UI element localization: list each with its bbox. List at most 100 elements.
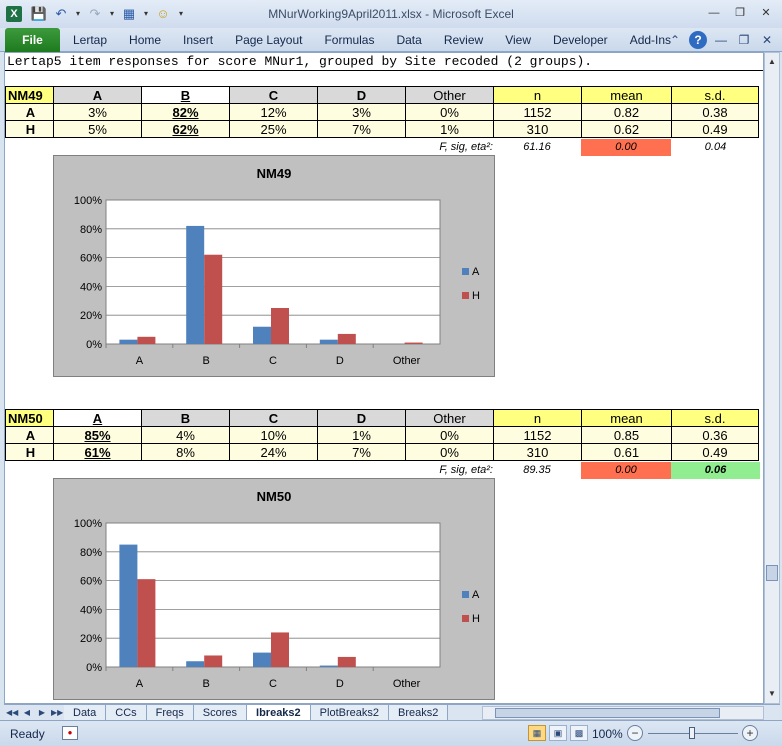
tab-add-ins[interactable]: Add-Ins [629,33,672,47]
workbook-restore-icon[interactable]: ❐ [738,33,750,47]
mean-header[interactable]: mean [581,409,672,427]
option-header-keyed[interactable]: B [141,86,230,104]
sig-value[interactable]: 0.00 [581,139,671,156]
table-cell[interactable]: 0% [405,103,494,121]
table-cell[interactable]: 5% [53,120,142,138]
table-cell[interactable]: 0.62 [581,120,672,138]
table-cell[interactable]: 0.36 [671,426,759,444]
sheet-tab-plotbreaks2[interactable]: PlotBreaks2 [310,705,389,721]
sheet-tab-freqs[interactable]: Freqs [146,705,194,721]
zoom-slider-thumb[interactable] [689,727,695,739]
table-cell[interactable]: 3% [53,103,142,121]
option-header[interactable]: B [141,409,230,427]
sd-header[interactable]: s.d. [671,409,759,427]
hscroll-thumb[interactable] [495,708,720,718]
smiley-icon[interactable]: ☺ [156,6,170,21]
group-label[interactable]: H [5,443,54,461]
workbook-close-icon[interactable]: ✕ [761,33,773,47]
table-cell[interactable]: 8% [141,443,230,461]
dropdown-arrow-icon[interactable]: ▾ [143,9,148,18]
option-header[interactable]: C [229,86,318,104]
page-layout-view-icon[interactable]: ▣ [549,725,567,741]
tab-lertap[interactable]: Lertap [73,33,108,47]
group-label[interactable]: A [5,426,54,444]
file-tab[interactable]: File [5,28,60,52]
option-header[interactable]: Other [405,86,494,104]
f-value[interactable]: 89.35 [523,464,551,476]
table-cell[interactable]: 0.38 [671,103,759,121]
table-cell[interactable]: 0.49 [671,120,759,138]
table-cell[interactable]: 62% [141,120,230,138]
prev-sheet-icon[interactable]: ◀ [23,708,31,717]
table-cell[interactable]: 3% [317,103,406,121]
f-value[interactable]: 61.16 [523,141,551,153]
table-cell[interactable]: 310 [493,120,582,138]
table-cell[interactable]: 10% [229,426,318,444]
item-label[interactable]: NM50 [5,409,54,427]
table-cell[interactable]: 24% [229,443,318,461]
scroll-up-icon[interactable]: ▲ [768,57,776,66]
eta-value[interactable]: 0.06 [671,462,760,479]
scroll-thumb[interactable] [766,565,778,581]
table-cell[interactable]: 25% [229,120,318,138]
tab-view[interactable]: View [505,33,531,47]
table-cell[interactable]: 310 [493,443,582,461]
option-header[interactable]: C [229,409,318,427]
sheet-tab-breaks2[interactable]: Breaks2 [388,705,449,721]
page-break-view-icon[interactable]: ▩ [570,725,588,741]
table-cell[interactable]: 0% [405,443,494,461]
group-label[interactable]: H [5,120,54,138]
undo-icon[interactable]: ↶ [55,6,67,21]
tab-insert[interactable]: Insert [183,33,214,47]
group-label[interactable]: A [5,103,54,121]
table-cell[interactable]: 1152 [493,103,582,121]
option-header[interactable]: D [317,409,406,427]
table-cell[interactable]: 85% [53,426,142,444]
zoom-in-icon[interactable]: + [742,725,758,741]
minimize-ribbon-icon[interactable]: ⌃ [669,33,681,47]
chart-nm49[interactable]: NM49 0% 20% 40% 60% 80% 100% A B C D Other A H [53,155,495,377]
redo-icon[interactable]: ↷ [89,6,101,21]
zoom-out-icon[interactable]: − [627,725,643,741]
dropdown-arrow-icon[interactable]: ▾ [75,9,80,18]
table-cell[interactable]: 1% [405,120,494,138]
option-header[interactable]: Other [405,409,494,427]
table-cell[interactable]: 0% [405,426,494,444]
macro-record-icon[interactable]: ● [62,726,78,740]
option-header[interactable]: A [53,86,142,104]
table-cell[interactable]: 0.85 [581,426,672,444]
dropdown-arrow-icon[interactable]: ▾ [109,9,114,18]
table-cell[interactable]: 12% [229,103,318,121]
table-cell[interactable]: 1152 [493,426,582,444]
n-header[interactable]: n [493,86,582,104]
scroll-down-icon[interactable]: ▼ [768,689,776,698]
borders-icon[interactable]: ▦ [122,6,136,21]
close-icon[interactable]: ✕ [761,7,771,19]
workbook-minimize-icon[interactable]: — [715,33,727,47]
help-icon[interactable]: ? [689,31,707,49]
table-cell[interactable]: 1% [317,426,406,444]
table-cell[interactable]: 0.61 [581,443,672,461]
sheet-tab-data[interactable]: Data [64,705,107,721]
vertical-scrollbar[interactable]: ▲ ▼ [764,52,780,704]
table-cell[interactable]: 0.82 [581,103,672,121]
tab-home[interactable]: Home [129,33,162,47]
sheet-tab-ccs[interactable]: CCs [106,705,147,721]
table-cell[interactable]: 4% [141,426,230,444]
option-header-keyed[interactable]: A [53,409,142,427]
excel-app-icon[interactable]: X [6,6,22,22]
sheet-tab-ibreaks2[interactable]: Ibreaks2 [247,705,311,721]
mean-header[interactable]: mean [581,86,672,104]
table-cell[interactable]: 82% [141,103,230,121]
first-sheet-icon[interactable]: ◀◀ [6,708,19,717]
table-cell[interactable]: 7% [317,443,406,461]
worksheet[interactable]: Lertap5 item responses for score MNur1, … [4,52,764,704]
tab-formulas[interactable]: Formulas [324,33,375,47]
tab-data[interactable]: Data [396,33,422,47]
tab-developer[interactable]: Developer [552,33,608,47]
table-cell[interactable]: 7% [317,120,406,138]
last-sheet-icon[interactable]: ▶▶ [51,708,64,717]
tab-page-layout[interactable]: Page Layout [235,33,303,47]
item-label[interactable]: NM49 [5,86,54,104]
normal-view-icon[interactable]: ▦ [528,725,546,741]
